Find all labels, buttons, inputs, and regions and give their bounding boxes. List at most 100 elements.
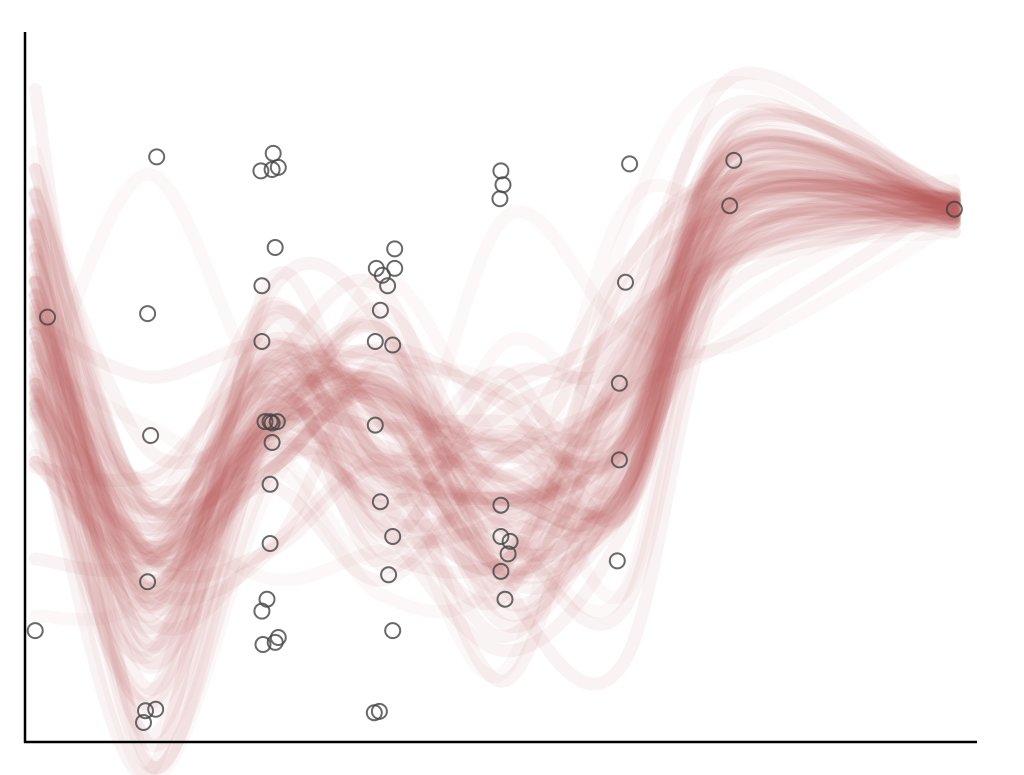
data-points (26, 144, 963, 731)
data-point (147, 700, 165, 718)
sample-curve (28, 75, 961, 683)
data-point (252, 162, 270, 180)
sample-curve (28, 178, 961, 588)
data-point (266, 239, 284, 256)
sample-curve (28, 182, 961, 518)
sample-curve (28, 184, 961, 596)
sample-curve (28, 185, 961, 554)
data-point (725, 151, 743, 169)
sample-curve (28, 179, 961, 652)
sample-curve (28, 184, 961, 658)
data-point (370, 702, 388, 720)
sample-curve (28, 192, 961, 665)
data-point (386, 259, 404, 277)
data-point (384, 622, 402, 640)
sample-curve (28, 207, 961, 610)
data-point (135, 714, 152, 731)
data-point (492, 496, 510, 514)
sample-curve (28, 198, 961, 631)
data-point (261, 535, 279, 552)
data-point (139, 573, 157, 591)
sample-curve (28, 145, 961, 567)
data-point (384, 528, 402, 545)
sample-curve (28, 202, 961, 636)
sample-curves (28, 66, 961, 775)
data-point (254, 636, 272, 653)
sample-curve (28, 210, 961, 556)
sample-curve (28, 176, 961, 633)
data-point (499, 545, 517, 563)
sample-curve (28, 206, 961, 559)
data-point (264, 144, 282, 162)
sample-curve (28, 169, 961, 615)
sample-curve (28, 147, 961, 537)
sample-curve (28, 194, 961, 595)
sample-curve (28, 200, 961, 587)
sample-curve (28, 194, 961, 574)
sample-curve (28, 176, 961, 555)
data-point (256, 413, 274, 431)
sample-curve (28, 94, 961, 604)
sample-curve (28, 136, 961, 522)
data-point (142, 427, 160, 444)
sample-curve (28, 177, 961, 584)
sample-curve (28, 103, 961, 639)
sample-curve (28, 138, 961, 616)
data-point (253, 333, 271, 350)
sample-curve (28, 168, 961, 606)
data-point (366, 333, 384, 350)
data-point (496, 590, 514, 608)
sample-curve (28, 128, 961, 573)
sample-curve (28, 129, 961, 575)
data-point (379, 277, 397, 295)
sample-curve (28, 168, 961, 585)
sample-curve (28, 154, 961, 574)
data-point (263, 434, 281, 451)
sample-curve (28, 108, 961, 606)
sample-curve (28, 155, 961, 753)
sample-curve (28, 202, 961, 576)
sample-curve (28, 199, 961, 595)
sample-curve (28, 151, 961, 742)
sample-curve (28, 165, 961, 611)
sample-curve (28, 166, 961, 670)
data-point (371, 301, 389, 319)
data-point (491, 190, 509, 208)
sample-curve (28, 188, 961, 504)
sample-curve (28, 135, 961, 775)
sample-curve (28, 210, 961, 550)
sample-curve (28, 190, 961, 568)
sample-curve (28, 200, 961, 688)
sample-curve (28, 170, 961, 635)
data-point (380, 566, 398, 584)
data-point (621, 155, 639, 173)
data-point (945, 200, 963, 218)
sample-curve (28, 83, 961, 775)
sample-curve (28, 107, 961, 644)
data-point (137, 702, 154, 720)
sample-curve (28, 178, 961, 578)
data-point (261, 413, 279, 431)
sample-curve (28, 124, 961, 624)
data-point (261, 475, 279, 493)
sample-curve (28, 168, 961, 674)
data-point (26, 622, 44, 640)
data-point (371, 493, 389, 511)
data-point (258, 590, 276, 608)
data-point (492, 562, 510, 580)
axes (23, 32, 977, 744)
data-point (617, 273, 634, 291)
data-point (610, 374, 628, 392)
sample-curve (28, 211, 961, 622)
data-point (266, 633, 284, 651)
data-point (492, 528, 510, 545)
sample-curve (28, 178, 961, 775)
data-point (366, 416, 384, 434)
sample-curve (28, 134, 961, 654)
sample-curve (28, 146, 961, 715)
data-point (492, 162, 510, 180)
sample-curve (28, 182, 961, 775)
data-point (494, 176, 512, 194)
